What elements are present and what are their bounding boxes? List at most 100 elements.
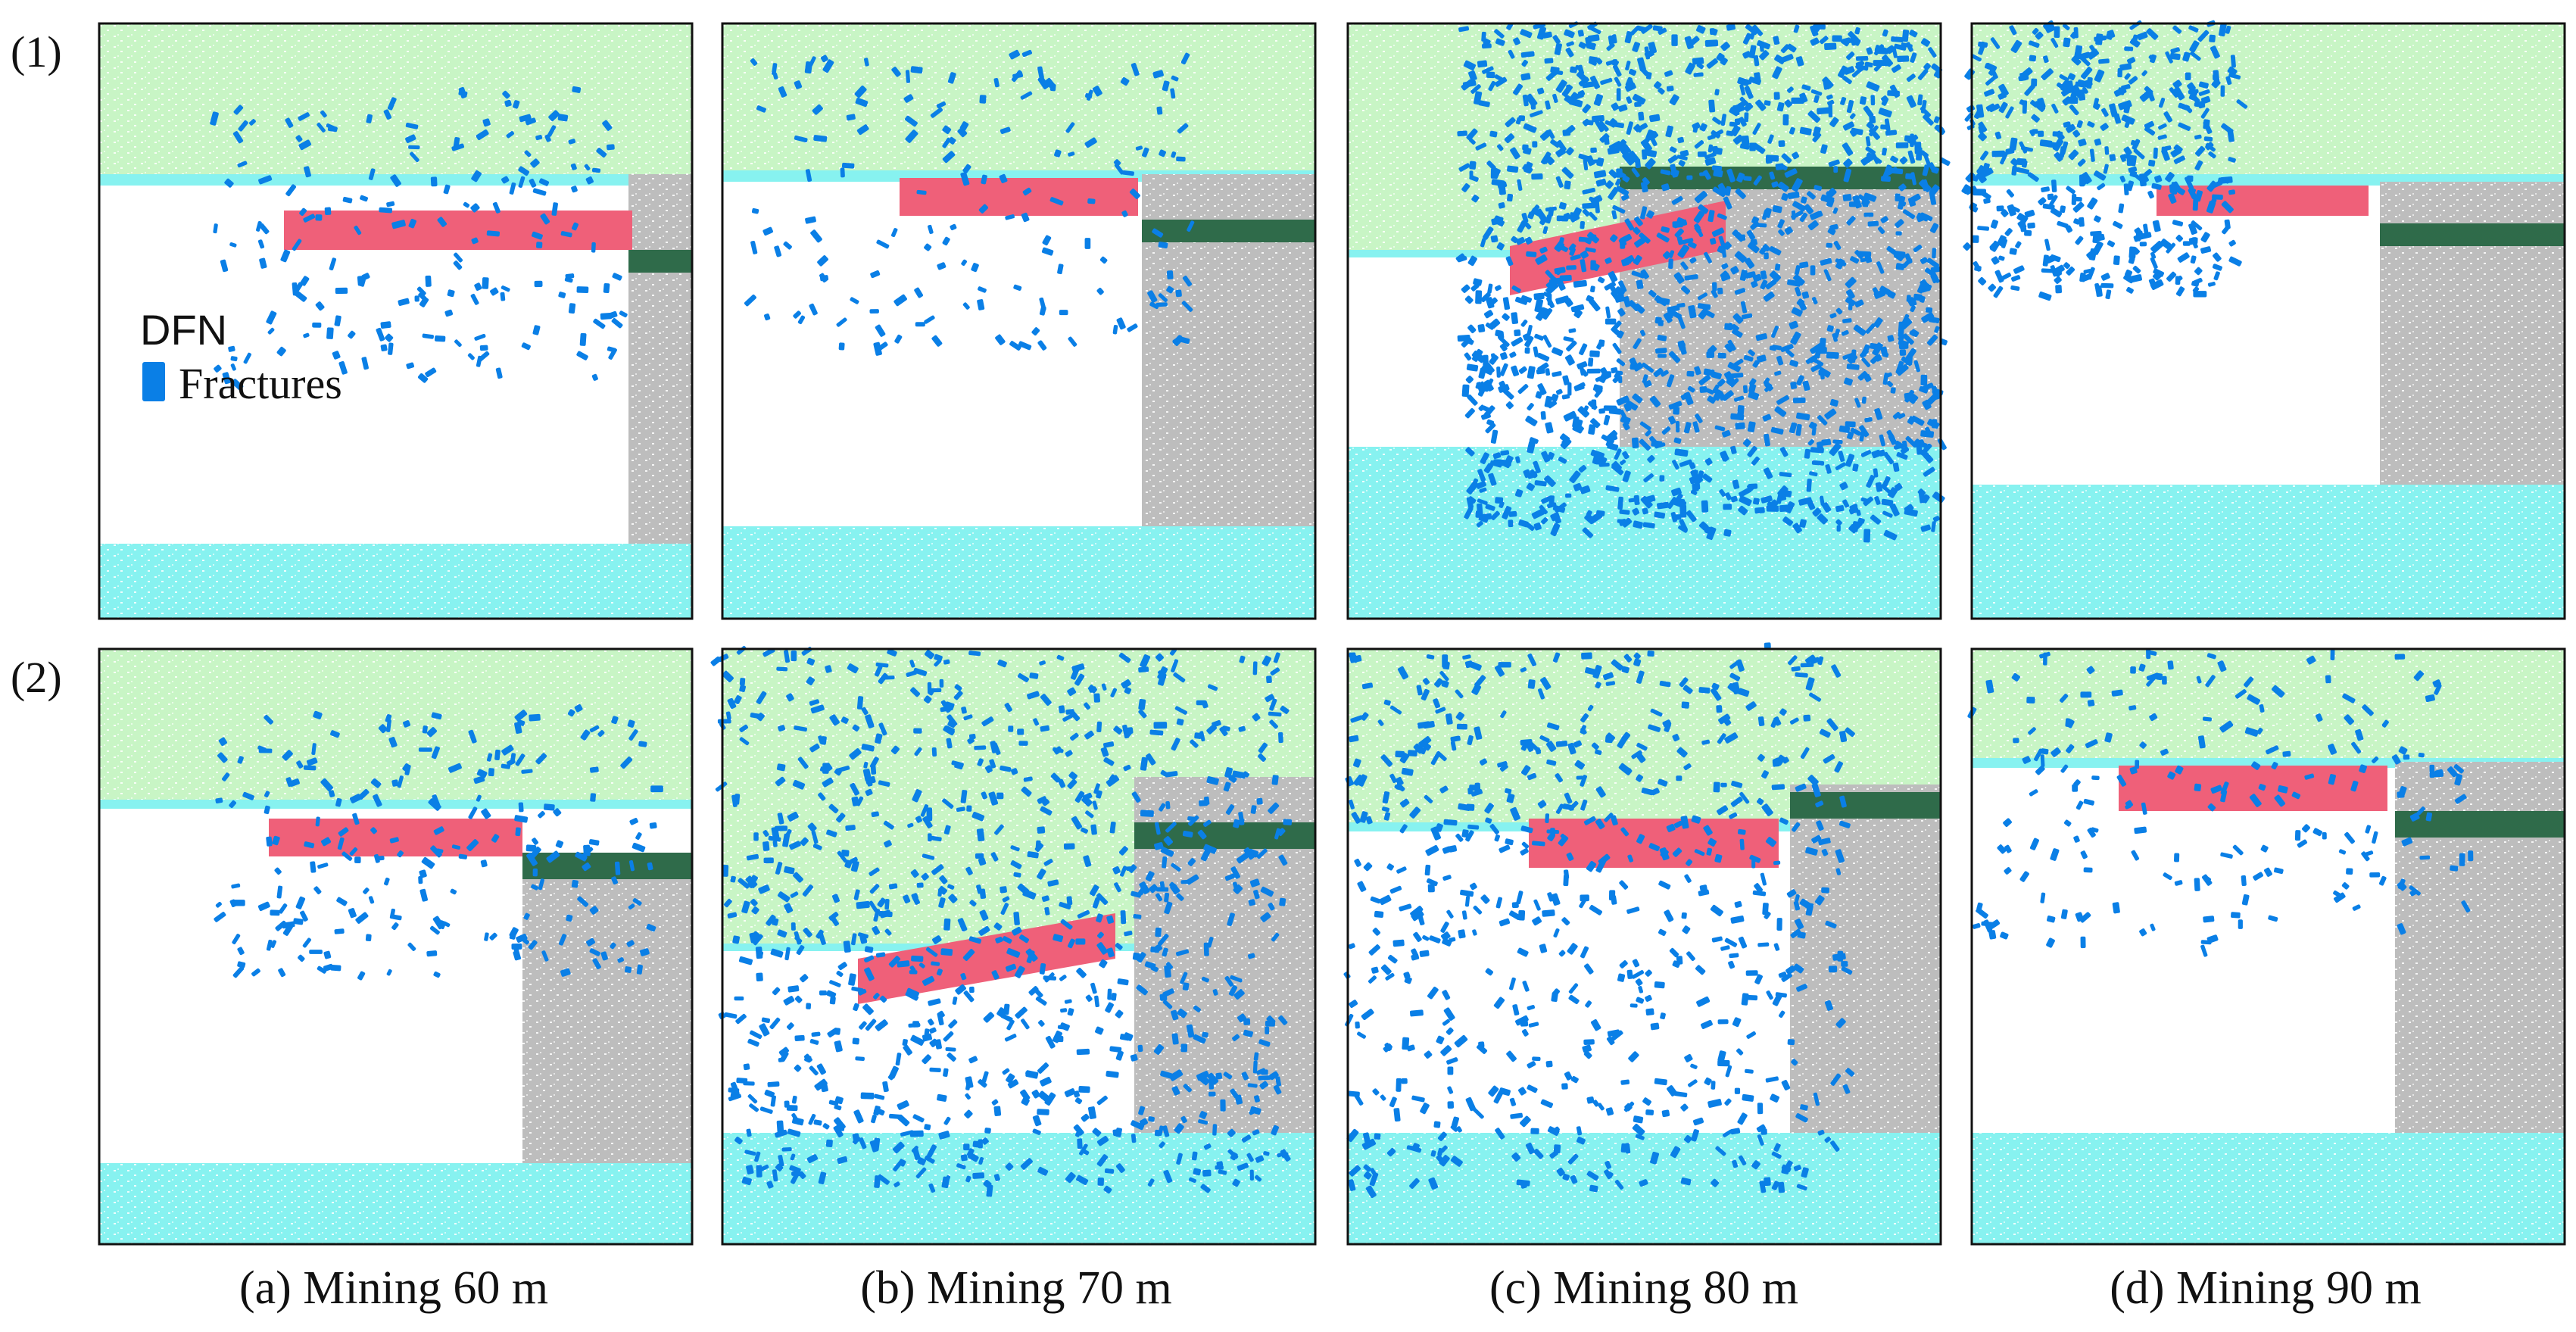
fracture-mark [292, 239, 302, 251]
fracture-mark [2009, 25, 2017, 36]
fracture-mark [784, 866, 795, 875]
fracture-mark [1589, 298, 1601, 312]
fracture-mark [1837, 950, 1844, 962]
fracture-mark [875, 324, 886, 337]
fracture-mark [373, 794, 382, 807]
fracture-mark [391, 779, 399, 787]
fracture-mark [1747, 445, 1757, 457]
fracture-mark [891, 67, 901, 77]
fracture-mark [1092, 1128, 1102, 1137]
fracture-mark [960, 172, 970, 186]
fracture-mark [2148, 159, 2156, 167]
fracture-mark [553, 808, 562, 817]
fracture-mark [929, 1038, 939, 1047]
fracture-mark [888, 956, 900, 968]
fracture-mark [1029, 672, 1039, 679]
fracture-mark [1640, 123, 1648, 130]
fracture-mark [1165, 800, 1171, 809]
panel-frame [98, 22, 694, 620]
fracture-mark [1654, 511, 1666, 519]
fracture-mark [2044, 239, 2051, 251]
fracture-mark [963, 1143, 970, 1151]
fracture-mark [1860, 348, 1869, 358]
fracture-mark [1810, 343, 1823, 354]
fracture-mark [906, 987, 920, 997]
fracture-mark [1679, 504, 1687, 518]
fracture-mark [1859, 425, 1870, 438]
fracture-mark [2094, 233, 2105, 242]
fracture-mark [1905, 435, 1917, 448]
fracture-mark [1491, 167, 1501, 179]
fracture-mark [1170, 88, 1176, 99]
fracture-mark [2212, 264, 2222, 271]
fracture-mark [2167, 660, 2174, 670]
fracture-mark [589, 948, 600, 956]
fracture-mark [909, 660, 915, 668]
fracture-mark [2152, 220, 2161, 232]
fracture-mark [879, 995, 887, 1003]
fracture-mark [1873, 468, 1879, 478]
fracture-mark [1863, 529, 1871, 543]
fracture-mark [1707, 144, 1714, 153]
fracture-mark [1651, 440, 1663, 448]
fracture-mark [388, 342, 394, 355]
fracture-mark [279, 903, 288, 914]
fracture-mark [1120, 866, 1127, 877]
fracture-mark [875, 952, 886, 958]
fracture-mark [2170, 148, 2181, 158]
fracture-mark [1243, 1018, 1251, 1025]
fracture-mark [1558, 456, 1567, 464]
fracture-mark [1598, 120, 1609, 132]
fracture-mark [266, 939, 273, 951]
fracture-mark [1920, 106, 1931, 117]
fracture-mark [778, 725, 786, 732]
fracture-mark [1826, 242, 1833, 248]
fracture-mark [1779, 164, 1788, 171]
fracture-mark [1846, 51, 1855, 61]
fracture-mark [1542, 226, 1548, 234]
fracture-mark [796, 945, 805, 956]
fracture-mark [422, 725, 428, 734]
fracture-mark [1742, 438, 1751, 448]
fracture-mark [218, 737, 227, 747]
fracture-mark [1569, 247, 1576, 256]
fracture-mark [1860, 257, 1867, 263]
fracture-mark [1500, 352, 1508, 360]
fracture-mark [750, 713, 762, 719]
fracture-mark [1176, 1153, 1183, 1165]
fracture-mark [905, 129, 918, 143]
fracture-mark [1654, 295, 1668, 307]
fracture-mark [1525, 415, 1538, 426]
fracture-mark [1645, 1008, 1654, 1016]
fracture-mark [1689, 36, 1700, 45]
fracture-mark [1882, 351, 1889, 358]
fracture-mark [1850, 129, 1857, 137]
fracture-mark [1673, 219, 1688, 229]
fracture-mark [384, 877, 390, 886]
fracture-mark [794, 725, 807, 732]
fracture-mark [1545, 422, 1554, 434]
fracture-mark [1477, 60, 1488, 68]
fracture-mark [797, 315, 806, 325]
fracture-mark [1484, 405, 1495, 417]
fracture-mark [1028, 986, 1039, 996]
fracture-mark [2049, 195, 2058, 206]
fracture-mark [1785, 349, 1795, 357]
fracture-mark [419, 869, 427, 878]
fracture-mark [1505, 117, 1516, 128]
fracture-mark [2072, 129, 2081, 138]
fracture-mark [214, 912, 226, 922]
fracture-mark [1828, 159, 1840, 167]
fracture-mark [1795, 56, 1804, 67]
fracture-mark [1898, 344, 1909, 350]
fracture-mark [1866, 152, 1873, 159]
fracture-mark [922, 816, 933, 828]
fracture-mark [2107, 240, 2115, 248]
fracture-mark [1608, 187, 1619, 200]
fracture-mark [1913, 360, 1920, 373]
fracture-mark [1522, 164, 1533, 174]
fracture-mark [607, 144, 615, 151]
fracture-mark [1162, 1000, 1173, 1009]
fracture-mark [237, 161, 248, 168]
fracture-mark [1040, 806, 1053, 816]
